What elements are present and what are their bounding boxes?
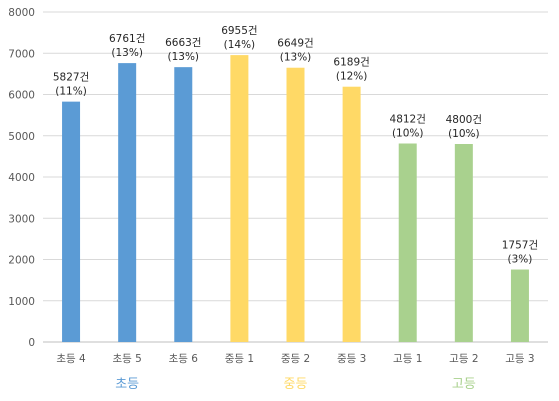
group-label: 고등 [452,377,476,392]
x-tick-label: 초등 4 [56,353,86,365]
bar [286,67,305,342]
x-tick-label: 중등 1 [225,353,254,365]
group-label: 초등 [115,377,139,392]
bar [398,143,417,342]
y-tick-label: 2000 [8,255,35,267]
bar [510,269,529,342]
data-label-percent: (14%) [224,39,256,51]
bar [174,67,193,343]
data-label-percent: (12%) [336,71,368,83]
x-tick-label: 초등 6 [169,353,199,365]
y-tick-label: 8000 [8,7,35,19]
group-label: 중등 [284,377,308,392]
x-tick-label: 고등 3 [505,353,534,365]
data-label-count: 6189건 [333,57,369,69]
y-tick-label: 5000 [8,131,35,143]
x-tick-label: 중등 2 [281,353,310,365]
y-tick-label: 6000 [8,90,35,102]
x-tick-label: 고등 1 [393,353,422,365]
data-label-count: 5827건 [53,72,89,84]
bar [454,144,473,342]
data-label-count: 4800건 [446,114,482,126]
data-label-percent: (13%) [111,47,143,59]
data-label-percent: (13%) [168,51,200,63]
data-label-percent: (11%) [55,86,87,98]
x-tick-label: 고등 2 [449,353,478,365]
bar [118,63,137,342]
y-tick-label: 1000 [8,296,35,308]
data-label-count: 6761건 [109,33,145,45]
bar [342,86,361,342]
x-tick-label: 초등 5 [112,353,141,365]
y-tick-label: 0 [28,337,35,349]
y-tick-label: 7000 [8,48,35,60]
y-tick-label: 3000 [8,213,35,225]
data-label-count: 6663건 [165,37,201,49]
data-label-percent: (10%) [448,128,480,140]
y-tick-label: 4000 [8,172,35,184]
x-tick-label: 중등 3 [337,353,366,365]
data-label-percent: (10%) [392,128,424,140]
data-label-count: 6649건 [277,38,313,50]
bar [230,55,249,342]
data-label-count: 4812건 [390,114,426,126]
bar [62,101,81,342]
data-label-count: 1757건 [502,240,538,252]
data-label-percent: (3%) [508,254,533,266]
data-label-count: 6955건 [221,25,257,37]
data-label-percent: (13%) [280,52,312,64]
